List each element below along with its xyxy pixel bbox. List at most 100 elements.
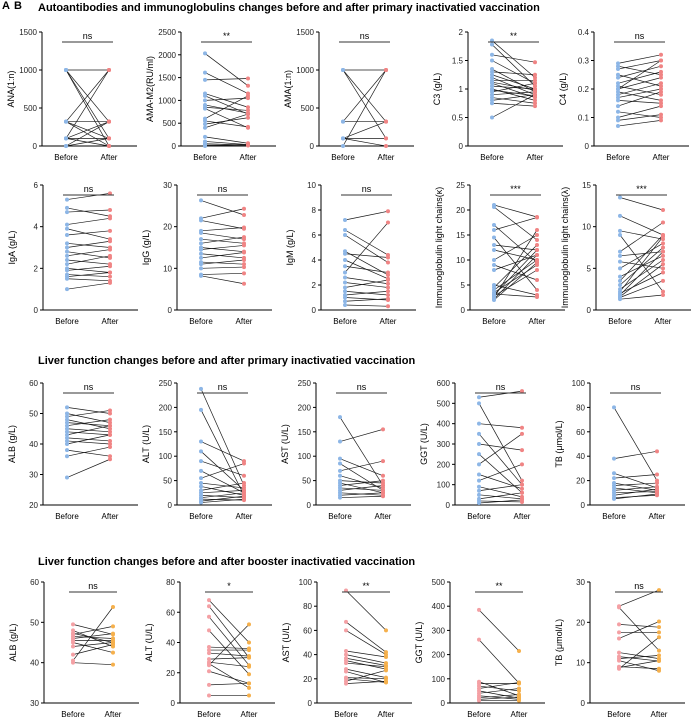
pair-line	[613, 472, 658, 489]
y-tick-label: 30	[29, 471, 38, 480]
y-tick-label: 2	[459, 28, 464, 37]
pair-line	[478, 492, 523, 500]
pair-line	[344, 265, 389, 273]
point-before	[477, 637, 481, 642]
point-after	[108, 270, 112, 275]
pair-line	[66, 410, 111, 417]
point-before	[64, 136, 68, 141]
point-before	[617, 622, 621, 627]
y-tick-label: 0.4	[578, 28, 590, 37]
point-after	[242, 262, 246, 267]
point-before	[492, 258, 496, 262]
pair-line	[617, 54, 662, 64]
y-tick-label: 4	[34, 223, 39, 232]
paired-plot-19: 0 100 200 300 400 500 GGT (U/L) Before After **	[414, 578, 545, 719]
point-before	[492, 235, 496, 240]
pair-line	[200, 200, 245, 216]
pair-line	[491, 94, 536, 118]
point-before	[477, 607, 481, 612]
point-after	[535, 295, 539, 299]
pair-line	[613, 450, 658, 459]
point-before	[343, 251, 347, 256]
point-before	[490, 95, 494, 100]
paired-plot-16: 30 40 50 60 ALB (g/L) Before After ns	[8, 578, 139, 719]
paired-plot-17: 0 20 40 60 80 ALT (U/L) Before After *	[144, 578, 275, 719]
point-after	[247, 655, 251, 660]
y-tick-label: 10	[456, 256, 465, 265]
point-before	[341, 136, 345, 141]
point-before	[199, 439, 203, 444]
pair-line	[208, 663, 250, 689]
y-axis-label: TB (μmol/L)	[554, 420, 564, 467]
paired-plot-9: 0 5 10 15 20 25 Immunoglobulin light chains(κ)…	[434, 181, 565, 326]
pair-line	[208, 657, 250, 660]
x-tick-label-after: After	[653, 153, 670, 162]
point-after	[386, 285, 390, 290]
pair-line	[478, 494, 523, 500]
point-after	[108, 280, 112, 285]
point-after	[655, 472, 659, 477]
point-before	[492, 268, 496, 272]
point-before	[65, 262, 69, 267]
pair-line	[339, 485, 384, 491]
point-after	[107, 119, 111, 124]
point-before	[490, 92, 494, 97]
point-before	[618, 259, 622, 264]
point-before	[617, 666, 621, 671]
point-before	[492, 292, 496, 296]
pair-line	[344, 234, 389, 263]
point-before	[343, 295, 347, 300]
point-after	[108, 208, 112, 212]
point-before	[65, 205, 69, 210]
point-before	[477, 442, 481, 446]
point-after	[517, 686, 521, 691]
point-before	[65, 233, 69, 237]
point-after	[533, 81, 537, 86]
pair-line	[617, 71, 662, 84]
x-tick-label-after: After	[101, 153, 118, 162]
point-before	[616, 75, 620, 80]
pair-line	[617, 120, 662, 127]
x-tick-label-after: After	[102, 512, 119, 521]
point-after	[661, 220, 665, 225]
significance-label: *	[227, 581, 231, 591]
pair-line	[200, 498, 245, 503]
point-before	[616, 98, 620, 103]
pair-line	[617, 111, 662, 118]
y-axis-label: ALB (g/L)	[7, 425, 17, 463]
point-after	[661, 245, 665, 250]
significance-label: ns	[496, 382, 506, 392]
point-before	[203, 93, 207, 98]
pair-line	[619, 236, 664, 292]
point-after	[384, 655, 388, 660]
pair-line	[613, 407, 658, 481]
point-before	[65, 276, 69, 281]
pair-line	[617, 88, 662, 98]
pair-line	[65, 121, 110, 139]
point-after	[111, 605, 115, 610]
pair-line	[613, 486, 658, 491]
pair-line	[200, 259, 245, 265]
point-after	[661, 253, 665, 258]
y-tick-label: 300	[432, 626, 446, 635]
x-tick-label-before: Before	[467, 512, 491, 521]
point-before	[65, 414, 69, 419]
point-before	[203, 118, 207, 123]
y-tick-label: 500	[437, 399, 451, 408]
pair-line	[208, 599, 250, 643]
y-tick-label: 1000	[296, 66, 314, 75]
point-after	[661, 249, 665, 254]
point-after	[659, 89, 663, 94]
point-before	[617, 650, 621, 655]
y-tick-label: 0	[310, 142, 315, 151]
point-after	[108, 445, 112, 450]
point-before	[490, 42, 494, 47]
y-tick-label: 2500	[158, 28, 176, 37]
significance-label: ns	[634, 581, 644, 591]
point-after	[533, 101, 537, 106]
pair-line	[342, 121, 387, 139]
pair-line	[491, 89, 536, 97]
y-tick-label: 60	[30, 578, 39, 587]
pair-line	[344, 277, 389, 285]
